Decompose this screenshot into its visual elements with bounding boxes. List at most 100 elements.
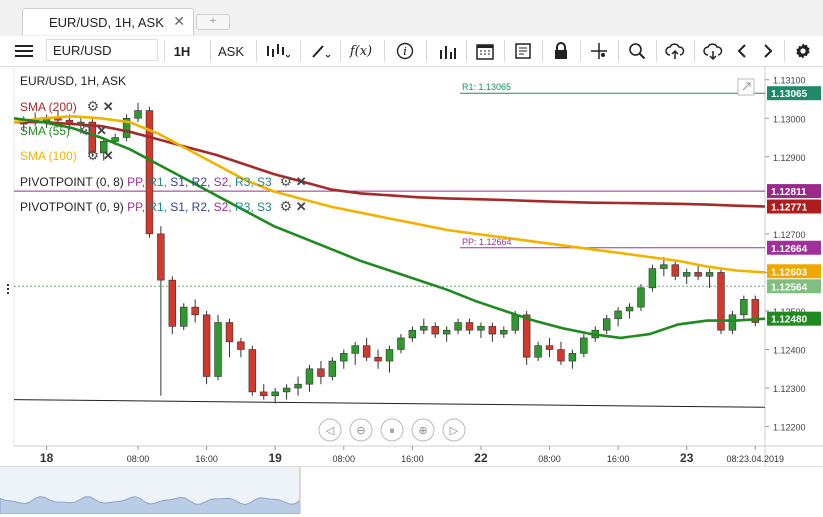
indicator-label: SMA (100) — [20, 149, 77, 163]
info-icon[interactable]: i — [390, 38, 420, 64]
trend-line — [13, 399, 766, 408]
candle-body — [134, 110, 142, 119]
symbol-input[interactable]: EUR/USD — [46, 39, 158, 61]
candle-body — [248, 349, 257, 393]
toolbar: EUR/USD 1H ASK f(x) i — [0, 36, 823, 67]
chart-type-icon[interactable] — [260, 38, 294, 64]
menu-icon[interactable] — [10, 38, 38, 64]
candle-body — [534, 345, 542, 358]
pivot-level-label: R3, — [231, 175, 254, 189]
nav-button-circle — [411, 418, 435, 442]
candle-body — [580, 337, 588, 354]
price-label-text: 1.12603 — [771, 267, 808, 278]
price-chart[interactable]: R1: 1.13065 PP: 1.12664 1.13100 1.13000 1.1… — [0, 66, 823, 466]
candle-body — [111, 137, 119, 142]
navigator-strip[interactable] — [0, 466, 823, 515]
price-label-bg — [767, 279, 821, 294]
close-icon[interactable]: ✕ — [99, 99, 114, 114]
candle-body — [145, 110, 154, 235]
price-label: 1.12603 — [767, 264, 821, 279]
pivot-level-label: R1, — [144, 200, 167, 214]
legend-indicator[interactable]: SMA (55) ⚙ ✕ — [20, 122, 107, 139]
gear-icon[interactable]: ⚙ — [275, 198, 293, 214]
price-label-text: 1.12564 — [771, 282, 808, 293]
price-label-text: 1.12664 — [771, 244, 808, 255]
add-tab-button[interactable]: + — [196, 14, 230, 30]
x-tick-label: 08:00 — [333, 454, 356, 464]
candle-body — [282, 387, 291, 393]
zoom-in-icon[interactable]: ⊕ — [411, 418, 435, 442]
candle-body — [500, 329, 508, 335]
gear-icon[interactable]: ⚙ — [82, 98, 100, 114]
close-icon[interactable]: ✕ — [99, 148, 114, 163]
zoom-icon[interactable] — [622, 38, 652, 64]
gear-icon[interactable]: ⚙ — [82, 147, 100, 163]
news-icon[interactable] — [508, 38, 538, 64]
popout-arrow — [742, 82, 751, 91]
scroll-left-icon[interactable]: ◁ — [318, 418, 342, 442]
legend-indicator[interactable]: SMA (200) ⚙ ✕ — [20, 98, 114, 115]
pivot-level-label: R2, — [188, 175, 211, 189]
calendar-icon[interactable] — [470, 38, 500, 64]
x-tick-label: 16:00 — [195, 454, 218, 464]
close-icon[interactable]: ✕ — [292, 199, 307, 214]
candle-body — [511, 314, 519, 331]
indicators-button[interactable]: f(x) — [349, 43, 373, 59]
crosshair-icon[interactable] — [584, 38, 614, 64]
candle-body — [477, 326, 485, 331]
pivot-label: PIVOTPOINT (0, 8) — [20, 175, 128, 189]
gear-icon[interactable]: ⚙ — [76, 122, 93, 138]
candle-body — [705, 272, 714, 277]
candle-body — [465, 322, 474, 331]
y-tick-label: 1.13100 — [773, 76, 806, 86]
candle-body — [614, 310, 622, 319]
popout-icon[interactable] — [737, 78, 755, 96]
pivot-level-label: PP, — [127, 175, 145, 189]
gear-icon[interactable]: ⚙ — [275, 173, 293, 189]
price-side-button[interactable]: ASK — [217, 43, 244, 59]
nav-button-glyph: ◁ — [326, 424, 335, 437]
volume-icon[interactable] — [432, 38, 462, 64]
scroll-right-icon[interactable]: ▷ — [442, 418, 466, 442]
candle-body — [408, 329, 417, 339]
candle-body — [420, 326, 428, 331]
legend-pivot[interactable]: PIVOTPOINT (0, 9) PP, R1, S1, R2, S2, R3… — [20, 198, 307, 215]
r1-label: R1: 1.13065 — [462, 82, 511, 92]
zoom-out-icon[interactable]: ⊖ — [349, 418, 373, 442]
lock-icon[interactable] — [546, 38, 576, 64]
close-icon[interactable]: ✕ — [292, 174, 307, 189]
close-icon[interactable]: ✕ — [92, 123, 107, 138]
nav-button-glyph: ⊖ — [356, 424, 365, 437]
candle-body — [682, 272, 691, 277]
candle-body — [374, 356, 382, 362]
candle-body — [751, 299, 760, 323]
gear-icon[interactable] — [790, 38, 816, 64]
nav-button-circle — [349, 418, 373, 442]
candle-body — [340, 353, 348, 362]
reset-icon[interactable]: ⏸ — [380, 418, 404, 442]
candle-body — [431, 326, 439, 335]
candle-body — [271, 391, 279, 397]
candle-body — [397, 337, 405, 350]
candle-body — [385, 349, 394, 362]
candle-body — [625, 306, 634, 312]
draw-tool-icon[interactable] — [306, 38, 336, 64]
chevron-left-icon[interactable] — [730, 38, 754, 64]
chevron-right-icon[interactable] — [756, 38, 780, 64]
pivot-level-label: R3, — [231, 200, 254, 214]
price-label-text: 1.12811 — [771, 187, 807, 198]
download-icon[interactable] — [698, 38, 728, 64]
timeframe-button[interactable]: 1H — [173, 43, 191, 59]
upload-icon[interactable] — [660, 38, 690, 64]
close-icon[interactable]: ✕ — [173, 13, 185, 29]
candle-body — [191, 306, 199, 316]
x-tick-label: 22 — [474, 451, 488, 465]
tab-eurusd[interactable]: EUR/USD, 1H, ASK ✕ — [22, 8, 194, 35]
x-tick-label: 19 — [269, 451, 283, 465]
price-label-bg — [767, 199, 821, 214]
legend-pivot[interactable]: PIVOTPOINT (0, 8) PP, R1, S1, R2, S2, R3… — [20, 173, 307, 190]
legend-indicator[interactable]: SMA (100) ⚙ ✕ — [20, 147, 114, 164]
price-label-text: 1.12771 — [771, 203, 808, 214]
indicator-label: SMA (200) — [20, 100, 77, 114]
pp-label: PP: 1.12664 — [462, 237, 512, 247]
